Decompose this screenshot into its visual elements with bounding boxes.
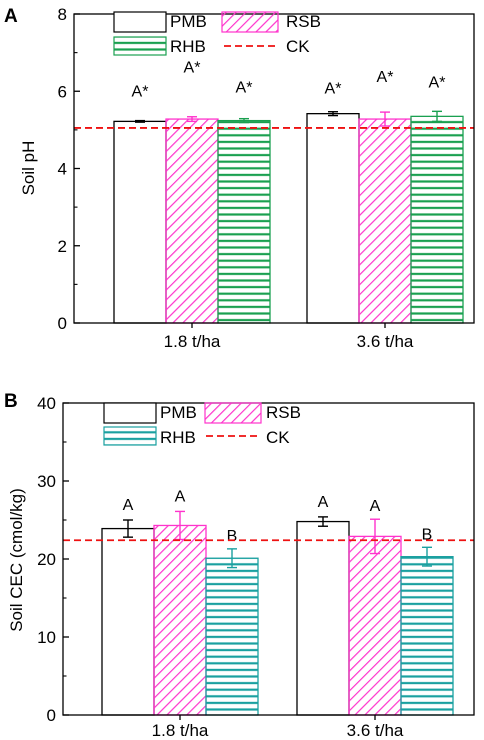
legend-swatch-rsb <box>221 11 279 33</box>
significance-letter: B <box>227 528 238 545</box>
panel-label: A <box>4 6 18 27</box>
y-tick-label: 10 <box>37 628 56 647</box>
y-tick-label: 8 <box>58 5 67 24</box>
legend-label-rsb: RSB <box>266 403 301 422</box>
bar-rhb-1 <box>205 557 259 716</box>
significance-letter: A <box>175 488 186 505</box>
legend-label-pmb: PMB <box>160 403 197 422</box>
x-tick-label: 1.8 t/ha <box>152 721 209 740</box>
significance-letter: A* <box>184 60 201 77</box>
y-tick-label: 4 <box>58 160 67 179</box>
significance-letter: A <box>370 498 381 515</box>
legend-label-pmb: PMB <box>170 12 207 31</box>
significance-letter: A* <box>377 69 394 86</box>
y-tick-label: 6 <box>58 82 67 101</box>
x-tick-label: 1.8 t/ha <box>164 332 221 351</box>
chart-panel-A: A A* A* A* 1.8 t/ha A* A* A* 3.6 t/ha 0 2 4 6 8 Soil p… <box>4 5 475 351</box>
y-tick-label: 40 <box>37 394 56 413</box>
legend-swatch-pmb <box>103 402 157 424</box>
x-tick-label: 3.6 t/ha <box>357 332 414 351</box>
y-tick-label: 20 <box>37 550 56 569</box>
legend-label-rhb: RHB <box>160 428 196 447</box>
bar-rsb-2 <box>358 118 412 324</box>
significance-letter: A* <box>132 84 149 101</box>
significance-letter: A <box>318 494 329 511</box>
legend-label-ck: CK <box>286 37 310 56</box>
bar-rhb-1 <box>217 119 271 324</box>
bar-pmb-2 <box>296 520 350 716</box>
bar-pmb-1 <box>113 120 167 324</box>
significance-letter: A* <box>325 81 342 98</box>
y-tick-label: 0 <box>58 314 67 333</box>
y-tick-label: 0 <box>47 706 56 725</box>
y-axis-label: Soil pH <box>19 141 38 196</box>
bar-rhb-2 <box>400 556 454 716</box>
chart-panel-B: B A A B 1.8 t/ha A A B 3.6 t/ha 0 10 20 30 40 Soil CEC… <box>4 391 475 740</box>
y-tick-label: 30 <box>37 472 56 491</box>
bar-rsb-1 <box>165 118 219 324</box>
bar-rsb-1 <box>153 524 207 716</box>
legend-label-rsb: RSB <box>286 12 321 31</box>
x-tick-label: 3.6 t/ha <box>347 721 404 740</box>
y-tick-label: 2 <box>58 237 67 256</box>
y-axis-label: Soil CEC (cmol/kg) <box>7 488 26 632</box>
legend-label-ck: CK <box>266 428 290 447</box>
legend-swatch-rsb <box>204 402 262 424</box>
legend-swatch-pmb <box>113 11 167 33</box>
bar-pmb-1 <box>101 527 155 716</box>
significance-letter: B <box>422 526 433 543</box>
legend-label-rhb: RHB <box>170 37 206 56</box>
significance-letter: A <box>123 497 134 514</box>
legend: PMB RSB RHB CK <box>103 402 301 447</box>
legend-swatch-rhb <box>103 426 157 446</box>
legend-swatch-rhb <box>113 36 167 56</box>
panel-label: B <box>4 391 18 412</box>
bar-rsb-2 <box>348 535 402 716</box>
bar-rhb-2 <box>410 115 464 324</box>
legend: PMB RSB RHB CK <box>113 11 321 56</box>
significance-letter: A* <box>236 80 253 97</box>
bar-pmb-2 <box>306 113 360 324</box>
significance-letter: A* <box>429 74 446 91</box>
